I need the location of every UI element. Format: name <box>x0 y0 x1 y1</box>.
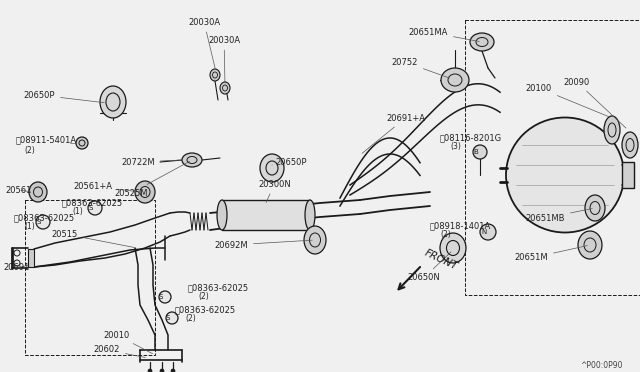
Text: ⓝ08918-1401A: ⓝ08918-1401A <box>430 221 492 230</box>
Ellipse shape <box>220 82 230 94</box>
Text: 20300N: 20300N <box>258 180 291 202</box>
Text: 20650N: 20650N <box>407 252 451 282</box>
Text: Ⓢ08363-62025: Ⓢ08363-62025 <box>188 283 249 292</box>
Ellipse shape <box>441 68 469 92</box>
Ellipse shape <box>622 132 638 158</box>
Text: 20691+A: 20691+A <box>362 113 425 153</box>
Bar <box>622 162 634 188</box>
Circle shape <box>159 291 171 303</box>
Ellipse shape <box>217 200 227 230</box>
Ellipse shape <box>182 153 202 167</box>
Text: 20692M: 20692M <box>214 240 312 250</box>
Text: B: B <box>474 149 478 155</box>
Text: (2): (2) <box>24 145 35 154</box>
Text: 20752: 20752 <box>392 58 449 78</box>
Text: Ⓢ08363-62025: Ⓢ08363-62025 <box>175 305 236 314</box>
Text: 20100: 20100 <box>525 83 609 117</box>
Text: S: S <box>89 205 93 211</box>
Text: S: S <box>37 219 41 225</box>
Circle shape <box>166 312 178 324</box>
Bar <box>28 249 34 267</box>
Text: 20515: 20515 <box>52 230 134 247</box>
Circle shape <box>473 145 487 159</box>
Text: Ⓢ08363-62025: Ⓢ08363-62025 <box>14 213 75 222</box>
Text: 20650P: 20650P <box>24 90 104 103</box>
Circle shape <box>36 215 50 229</box>
Text: 20651M: 20651M <box>515 246 588 263</box>
Circle shape <box>480 224 496 240</box>
Text: FRONT: FRONT <box>423 248 460 272</box>
Text: S: S <box>159 294 163 300</box>
Text: (1): (1) <box>72 207 83 216</box>
Ellipse shape <box>76 137 88 149</box>
Circle shape <box>88 201 102 215</box>
Text: 20030A: 20030A <box>208 35 240 82</box>
Text: 20602: 20602 <box>93 346 145 357</box>
Text: 20722M: 20722M <box>122 157 179 167</box>
Text: 20651MA: 20651MA <box>408 28 479 42</box>
Text: (3): (3) <box>450 142 461 151</box>
Text: (1): (1) <box>24 222 35 231</box>
Ellipse shape <box>506 118 624 232</box>
Text: 20010: 20010 <box>104 330 152 354</box>
Text: (2): (2) <box>198 292 209 301</box>
Ellipse shape <box>578 231 602 259</box>
Text: 20030A: 20030A <box>188 17 220 69</box>
Text: (2): (2) <box>185 314 196 323</box>
Ellipse shape <box>470 33 494 51</box>
Text: 20525M: 20525M <box>115 161 189 198</box>
Ellipse shape <box>260 154 284 182</box>
Text: 20090: 20090 <box>564 77 626 128</box>
Text: 20651MB: 20651MB <box>525 209 592 222</box>
Bar <box>222 200 310 230</box>
Text: 20691: 20691 <box>3 263 29 273</box>
Ellipse shape <box>29 182 47 202</box>
Ellipse shape <box>304 226 326 254</box>
Ellipse shape <box>305 200 315 230</box>
Ellipse shape <box>100 86 126 118</box>
Text: 20650P: 20650P <box>272 157 307 167</box>
Text: ^P00:0P90: ^P00:0P90 <box>580 361 623 370</box>
Circle shape <box>160 369 164 372</box>
Ellipse shape <box>135 181 155 203</box>
Text: ⓝ08911-5401A: ⓝ08911-5401A <box>16 135 77 144</box>
Text: S: S <box>166 315 170 321</box>
Text: N: N <box>481 229 486 235</box>
Text: ⒱08116-8201G: ⒱08116-8201G <box>440 133 502 142</box>
Ellipse shape <box>440 233 466 263</box>
Text: 20561: 20561 <box>5 186 31 195</box>
Text: 20561+A: 20561+A <box>73 182 137 192</box>
Circle shape <box>171 369 175 372</box>
Text: Ⓢ08363-62025: Ⓢ08363-62025 <box>62 198 123 207</box>
Ellipse shape <box>585 195 605 221</box>
Circle shape <box>148 369 152 372</box>
Ellipse shape <box>604 116 620 144</box>
Ellipse shape <box>210 69 220 81</box>
Text: (2): (2) <box>440 230 451 239</box>
